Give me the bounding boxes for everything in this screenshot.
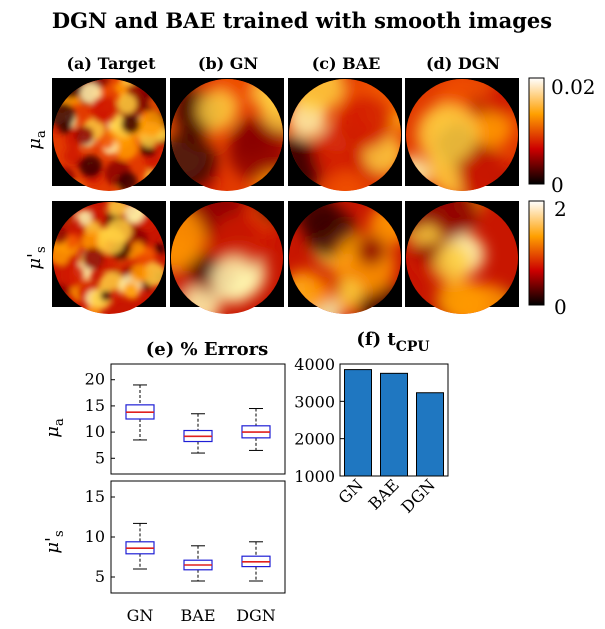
image-panel-mus-bae — [288, 201, 402, 314]
boxplot-mua-ytick-label-0: 5 — [95, 448, 105, 467]
bar-xtick-label-1: BAE — [365, 475, 403, 513]
image-panel-mua-bae — [288, 78, 402, 191]
boxplot-mua-ytick-label-3: 20 — [85, 370, 105, 389]
colorbar-mus-max: 2 — [554, 197, 567, 221]
bar-xtick-label-0: GN — [334, 475, 366, 507]
boxplot-xtick-label-1: BAE — [181, 606, 216, 624]
bar-dgn — [416, 392, 444, 477]
boxplot-mus-ylabel-symbol: μ' — [42, 537, 63, 554]
bar-ytick-label-2: 3000 — [294, 392, 335, 411]
colorbar-mua-max: 0.02 — [551, 75, 596, 99]
row-label-mus: μ's — [24, 246, 49, 269]
row-label-mua-sub: a — [34, 130, 49, 138]
boxplot-mua-ytick-label-1: 10 — [85, 422, 105, 441]
bar-ytick-label-1: 2000 — [294, 430, 335, 449]
row-label-mus-sub: s — [34, 246, 49, 253]
column-label-gn: (b) GN — [198, 54, 258, 73]
boxplot-mus-ylabel: μ's — [42, 530, 67, 553]
boxplot-mus-ytick-label-0: 5 — [95, 567, 105, 586]
bar-gn — [344, 369, 372, 477]
bar-xtick-label-2: DGN — [397, 475, 438, 516]
boxplot-mus-axes: 5 10 15 GN BAE DGN — [85, 480, 286, 625]
figure-title: DGN and BAE trained with smooth images — [52, 8, 552, 33]
image-panel-mua-dgn — [405, 78, 519, 191]
image-panel-mua-gn — [170, 78, 284, 191]
image-panel-mus-gn — [170, 201, 284, 314]
row-label-mua-symbol: μ — [24, 138, 45, 150]
boxplot-mua-ytick-label-2: 15 — [85, 396, 105, 415]
boxplot-mua-ylabel: μa — [42, 418, 67, 438]
image-panel-mus-target — [52, 201, 166, 314]
boxplot-xtick-label-0: GN — [127, 606, 154, 624]
colorbar-mus-min: 0 — [554, 295, 567, 319]
column-label-target: (a) Target — [66, 54, 156, 73]
row-label-mua: μa — [24, 130, 49, 150]
boxplot-mua-axes: 5 10 15 20 — [85, 363, 286, 475]
boxplot-mus-ytick-label-2: 15 — [85, 487, 105, 506]
row-label-mus-symbol: μ' — [24, 253, 45, 270]
boxplot-mua-ylabel-symbol: μ — [42, 426, 63, 438]
boxplot-mus-ytick-label-1: 10 — [85, 527, 105, 546]
bar-title-main: (f) t — [356, 329, 396, 350]
boxplot-mua-ylabel-sub: a — [52, 418, 67, 426]
boxplot-title: (e) % Errors — [146, 339, 268, 360]
bar-ytick-label-0: 1000 — [294, 467, 335, 486]
colorbar-mua-min: 0 — [551, 173, 564, 197]
bar-ytick-label-3: 4000 — [294, 355, 335, 374]
image-panel-mua-target — [52, 78, 166, 191]
bar-title: (f) tCPU — [356, 329, 429, 355]
boxplot-xtick-label-2: DGN — [236, 606, 276, 624]
boxplot-mus-ylabel-sub: s — [52, 530, 67, 537]
colorbar-mua — [528, 77, 545, 185]
bar-bae — [380, 372, 408, 477]
bar-title-sub: CPU — [396, 339, 430, 355]
colorbar-mus — [528, 200, 545, 306]
column-label-dgn: (d) DGN — [426, 54, 500, 73]
column-label-bae: (c) BAE — [312, 54, 381, 73]
